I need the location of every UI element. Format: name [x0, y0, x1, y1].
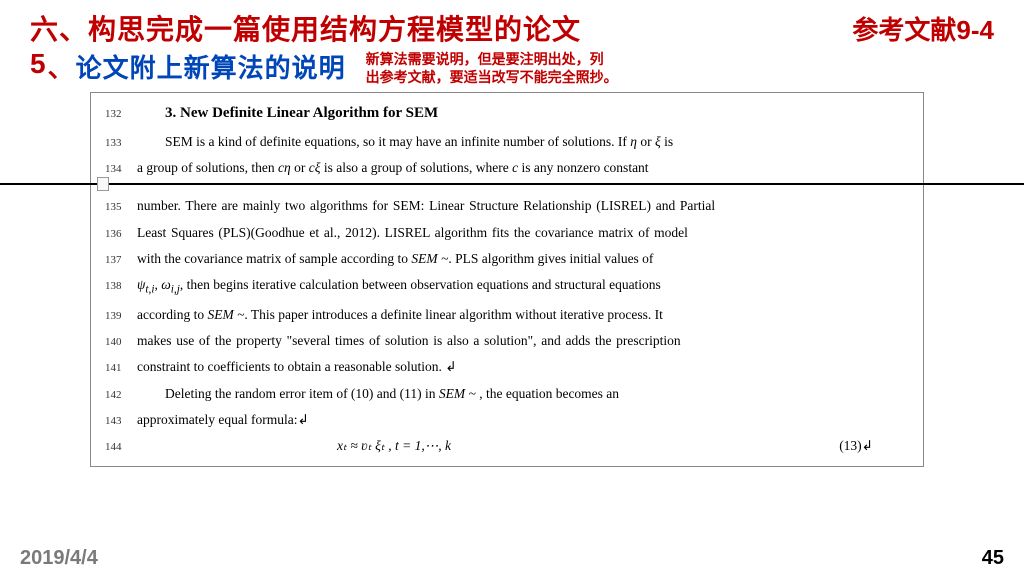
subtitle-sep: 、	[48, 48, 74, 85]
line-number: 142	[105, 385, 137, 406]
body-text: according to SEM ~. This paper introduce…	[137, 302, 903, 328]
note-box: 新算法需要说明，但是要注明出处，列 出参考文献，要适当改写不能完全照抄。	[366, 50, 618, 86]
equation-number: (13)↲	[839, 433, 873, 459]
body-text: with the covariance matrix of sample acc…	[137, 246, 903, 272]
page-break-line	[0, 183, 1024, 185]
body-text: SEM is a kind of definite equations, so …	[137, 129, 903, 155]
body-text: a group of solutions, then cη or cξ is a…	[137, 155, 903, 181]
note-line-2: 出参考文献，要适当改写不能完全照抄。	[366, 68, 618, 86]
line-number: 144	[105, 437, 137, 458]
line-number: 134	[105, 159, 137, 180]
line-number: 140	[105, 332, 137, 353]
equation-row: xₜ ≈ ʋₜ ξₜ , t = 1,⋯, k (13)↲	[137, 433, 903, 459]
footer-page-number: 45	[982, 547, 1004, 570]
line-number: 135	[105, 197, 137, 218]
line-number: 137	[105, 250, 137, 271]
body-text: approximately equal formula:↲	[137, 407, 903, 433]
document-excerpt: 1323. New Definite Linear Algorithm for …	[90, 92, 924, 466]
body-text: ψt,i, ωi,j, then begins iterative calcul…	[137, 272, 903, 302]
body-text: Least Squares (PLS)(Goodhue et al., 2012…	[137, 220, 903, 246]
body-text: Deleting the random error item of (10) a…	[137, 381, 903, 407]
line-number: 141	[105, 358, 137, 379]
line-number: 136	[105, 224, 137, 245]
line-number: 138	[105, 276, 137, 297]
slide-footer: 2019/4/4 45	[0, 547, 1024, 570]
subtitle-text: 论文附上新算法的说明	[76, 48, 346, 85]
body-text: constraint to coefficients to obtain a r…	[137, 354, 903, 380]
ruler-marker	[97, 177, 109, 191]
line-number: 139	[105, 306, 137, 327]
subtitle-number: 5	[30, 48, 46, 80]
line-number: 132	[105, 104, 137, 125]
footer-date: 2019/4/4	[20, 547, 98, 570]
slide-title: 六、构思完成一篇使用结构方程模型的论文	[30, 8, 581, 48]
equation: xₜ ≈ ʋₜ ξₜ , t = 1,⋯, k	[337, 433, 451, 459]
section-heading: 3. New Definite Linear Algorithm for SEM	[137, 99, 903, 128]
body-text: makes use of the property "several times…	[137, 328, 903, 354]
line-number: 143	[105, 411, 137, 432]
reference-badge: 参考文献9-4	[852, 10, 994, 47]
line-number: 133	[105, 133, 137, 154]
body-text: number. There are mainly two algorithms …	[137, 193, 903, 219]
note-line-1: 新算法需要说明，但是要注明出处，列	[366, 50, 618, 68]
